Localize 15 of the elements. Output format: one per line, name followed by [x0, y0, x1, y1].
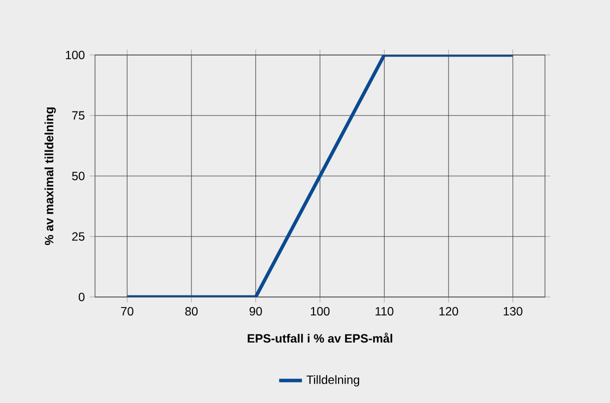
- x-tick-label: 70: [121, 307, 134, 316]
- y-tick-label: 25: [72, 232, 84, 241]
- y-axis-title: % av maximal tilldelning: [44, 107, 56, 246]
- legend-label: Tilldelning: [306, 375, 360, 386]
- x-tick-label: 120: [439, 307, 458, 316]
- x-tick-label: 100: [310, 307, 330, 316]
- x-axis-title: EPS-utfall i % av EPS-mål: [248, 332, 392, 343]
- y-tick-label: 50: [72, 172, 84, 180]
- x-tick-label: 130: [504, 307, 522, 316]
- y-tick-label: 75: [72, 111, 84, 120]
- y-tick-label: 100: [66, 50, 84, 60]
- x-tick-label: 90: [250, 307, 262, 316]
- y-tick-label: 0: [78, 292, 84, 302]
- x-tick-label: 80: [185, 307, 198, 316]
- x-tick-label: 110: [376, 307, 394, 316]
